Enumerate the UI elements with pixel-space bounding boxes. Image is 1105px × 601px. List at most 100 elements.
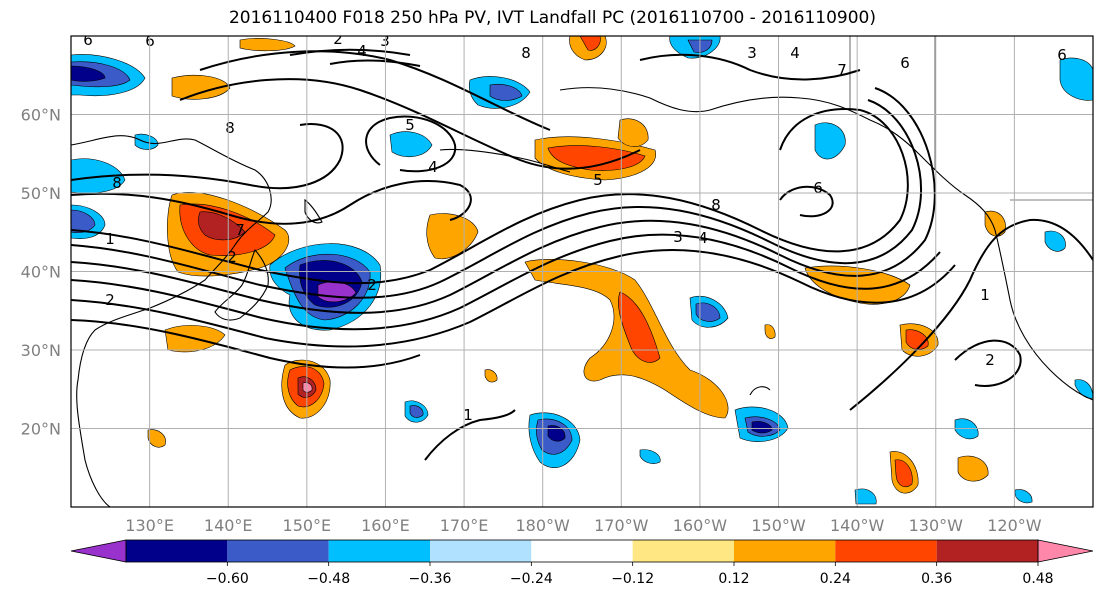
colorbar-label: 0.12	[718, 571, 749, 587]
colorbar-segment	[227, 540, 329, 562]
contour-line	[199, 50, 551, 131]
colorbar-segment	[126, 540, 228, 562]
contour-value-label: 4	[698, 229, 708, 247]
coastline-japan	[214, 248, 269, 321]
pv-blob-positive	[618, 291, 661, 363]
contour-value-label: 3	[673, 228, 683, 246]
lat-tick-label: 40°N	[21, 263, 61, 282]
contour-line	[424, 409, 516, 461]
contour-labels: 6624383476684558687341221212	[83, 30, 1067, 424]
contour-value-label: 4	[790, 44, 800, 62]
contour-line	[639, 53, 861, 81]
longitude-labels: 130°E 140°E 150°E 160°E 170°E 180°W 170°W 160°W…	[125, 516, 1041, 535]
pv-blob-negative	[71, 65, 106, 82]
contour-value-label: 2	[367, 276, 377, 294]
contour-value-label: 2	[105, 291, 115, 309]
colorbar-segment	[328, 540, 430, 562]
contour-line	[71, 99, 923, 299]
colorbar-label: 0.36	[921, 571, 952, 587]
contour-value-label: 1	[980, 286, 990, 304]
coastline-north-america	[559, 87, 1093, 401]
lat-tick-label: 20°N	[21, 420, 61, 439]
contour-value-label: 2	[227, 248, 237, 266]
contour-line	[71, 180, 472, 225]
lat-tick-label: 30°N	[21, 341, 61, 360]
map-plot-area: 6624383476684558687341221212	[70, 30, 1094, 508]
colorbar-label: −0.36	[409, 571, 452, 587]
pv-blob-positive	[764, 324, 776, 339]
colorbar-segment	[936, 540, 1038, 562]
pv-blob-positive	[302, 382, 313, 393]
lon-tick-label: 150°E	[283, 516, 332, 535]
contour-line	[71, 233, 941, 331]
colorbar-segment	[531, 540, 633, 562]
pv-blob-negative	[134, 133, 159, 150]
contour-value-label: 1	[463, 406, 473, 424]
pv-blob-negative	[389, 131, 433, 158]
contour-line	[71, 319, 421, 369]
contour-value-label: 3	[747, 44, 757, 62]
colorbar-extend-low	[70, 539, 127, 563]
pv-blob-positive	[239, 38, 296, 52]
colorbar-segment	[734, 540, 836, 562]
pv-blob-negative	[854, 488, 877, 505]
contour-value-label: 4	[357, 42, 367, 60]
lat-tick-label: 50°N	[21, 184, 61, 203]
contour-line	[179, 78, 641, 170]
contour-line	[779, 185, 834, 218]
pv-blob-positive	[984, 210, 1006, 237]
contour-line	[71, 123, 344, 190]
contour-value-label: 6	[1057, 46, 1067, 64]
contour-value-label: 6	[813, 179, 823, 197]
colorbar-label: −0.48	[307, 571, 350, 587]
lon-tick-label: 160°E	[361, 516, 410, 535]
colorbar-label: 0.48	[1022, 571, 1053, 587]
pv-blob-negative	[639, 449, 661, 464]
lat-tick-label: 60°N	[21, 106, 61, 125]
lon-tick-label: 150°W	[751, 516, 806, 535]
pv-blob-negative	[547, 425, 566, 442]
colorbar: −0.60 −0.48 −0.36 −0.24 −0.12 0.12 0.24 0.36 0.4…	[70, 539, 1094, 587]
lon-tick-label: 140°W	[830, 516, 885, 535]
colorbar-label: −0.12	[611, 571, 654, 587]
pv-blob-negative	[695, 302, 721, 322]
contour-line	[849, 218, 1093, 411]
gridlines	[71, 36, 1093, 507]
pv-blob-positive	[484, 369, 498, 383]
pv-blob-negative	[1014, 489, 1033, 504]
pv-blob-positive	[198, 211, 246, 241]
pv-blob-negative	[751, 421, 773, 434]
pv-blob-positive	[617, 118, 649, 147]
lon-tick-label: 120°W	[987, 516, 1042, 535]
contour-line	[71, 87, 936, 314]
pv-blob-negative	[489, 83, 523, 101]
lon-tick-label: 170°W	[594, 516, 649, 535]
pv-blob-positive	[524, 259, 729, 419]
pv-blob-negative	[1044, 230, 1066, 252]
pv-blob-positive	[547, 145, 646, 171]
contour-value-label: 6	[83, 31, 93, 49]
pv-blob-negative	[814, 122, 846, 160]
contour-value-label: 2	[333, 30, 343, 48]
map-frame	[70, 35, 1094, 508]
contour-value-label: 6	[900, 54, 910, 72]
pv-blob-positive	[957, 455, 989, 482]
contour-line	[71, 248, 956, 348]
colorbar-segment	[835, 540, 937, 562]
lon-tick-label: 180°W	[516, 516, 571, 535]
coastline-asia	[71, 135, 272, 507]
contour-value-label: 8	[521, 44, 531, 62]
lon-tick-label: 160°W	[673, 516, 728, 535]
pv-blob-negative	[71, 209, 96, 234]
contour-value-label: 5	[405, 116, 415, 134]
colorbar-label: 0.24	[820, 571, 851, 587]
colorbar-label: −0.24	[510, 571, 553, 587]
contour-value-label: 7	[837, 61, 847, 79]
latitude-labels: 60°N 50°N 40°N 30°N 20°N	[21, 106, 61, 439]
contour-value-label: 4	[428, 158, 438, 176]
contour-value-label: 8	[711, 196, 721, 214]
page-title: 2016110400 F018 250 hPa PV, IVT Landfall…	[228, 8, 876, 28]
lon-tick-label: 170°E	[440, 516, 489, 535]
pv-blob-positive	[894, 459, 913, 487]
